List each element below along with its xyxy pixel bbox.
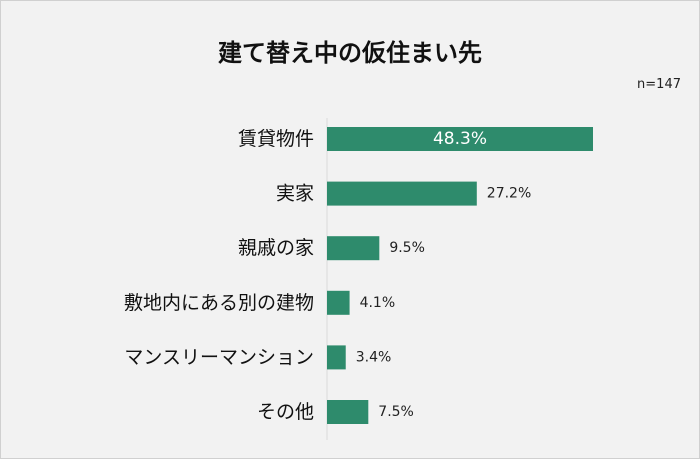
- category-label: その他: [257, 401, 314, 423]
- value-label: 27.2%: [487, 186, 531, 202]
- category-label: 敷地内にある別の建物: [124, 292, 314, 314]
- category-label: 賃貸物件: [238, 128, 314, 150]
- value-label: 48.3%: [433, 129, 487, 149]
- bar: [327, 181, 477, 206]
- value-label: 7.5%: [378, 404, 414, 420]
- sample-size-note: n=147: [637, 77, 681, 92]
- bar: [327, 236, 380, 261]
- category-label: マンスリーマンション: [124, 346, 314, 368]
- value-label: 3.4%: [356, 349, 392, 365]
- value-label: 4.1%: [360, 295, 396, 311]
- bar: [327, 127, 593, 151]
- bar: [327, 400, 369, 424]
- category-label: 親戚の家: [238, 237, 314, 259]
- bar: [327, 345, 346, 370]
- value-label: 9.5%: [389, 240, 425, 256]
- bar: [327, 290, 350, 315]
- chart-title: 建て替え中の仮住まい先: [218, 39, 482, 67]
- category-label: 実家: [276, 183, 314, 205]
